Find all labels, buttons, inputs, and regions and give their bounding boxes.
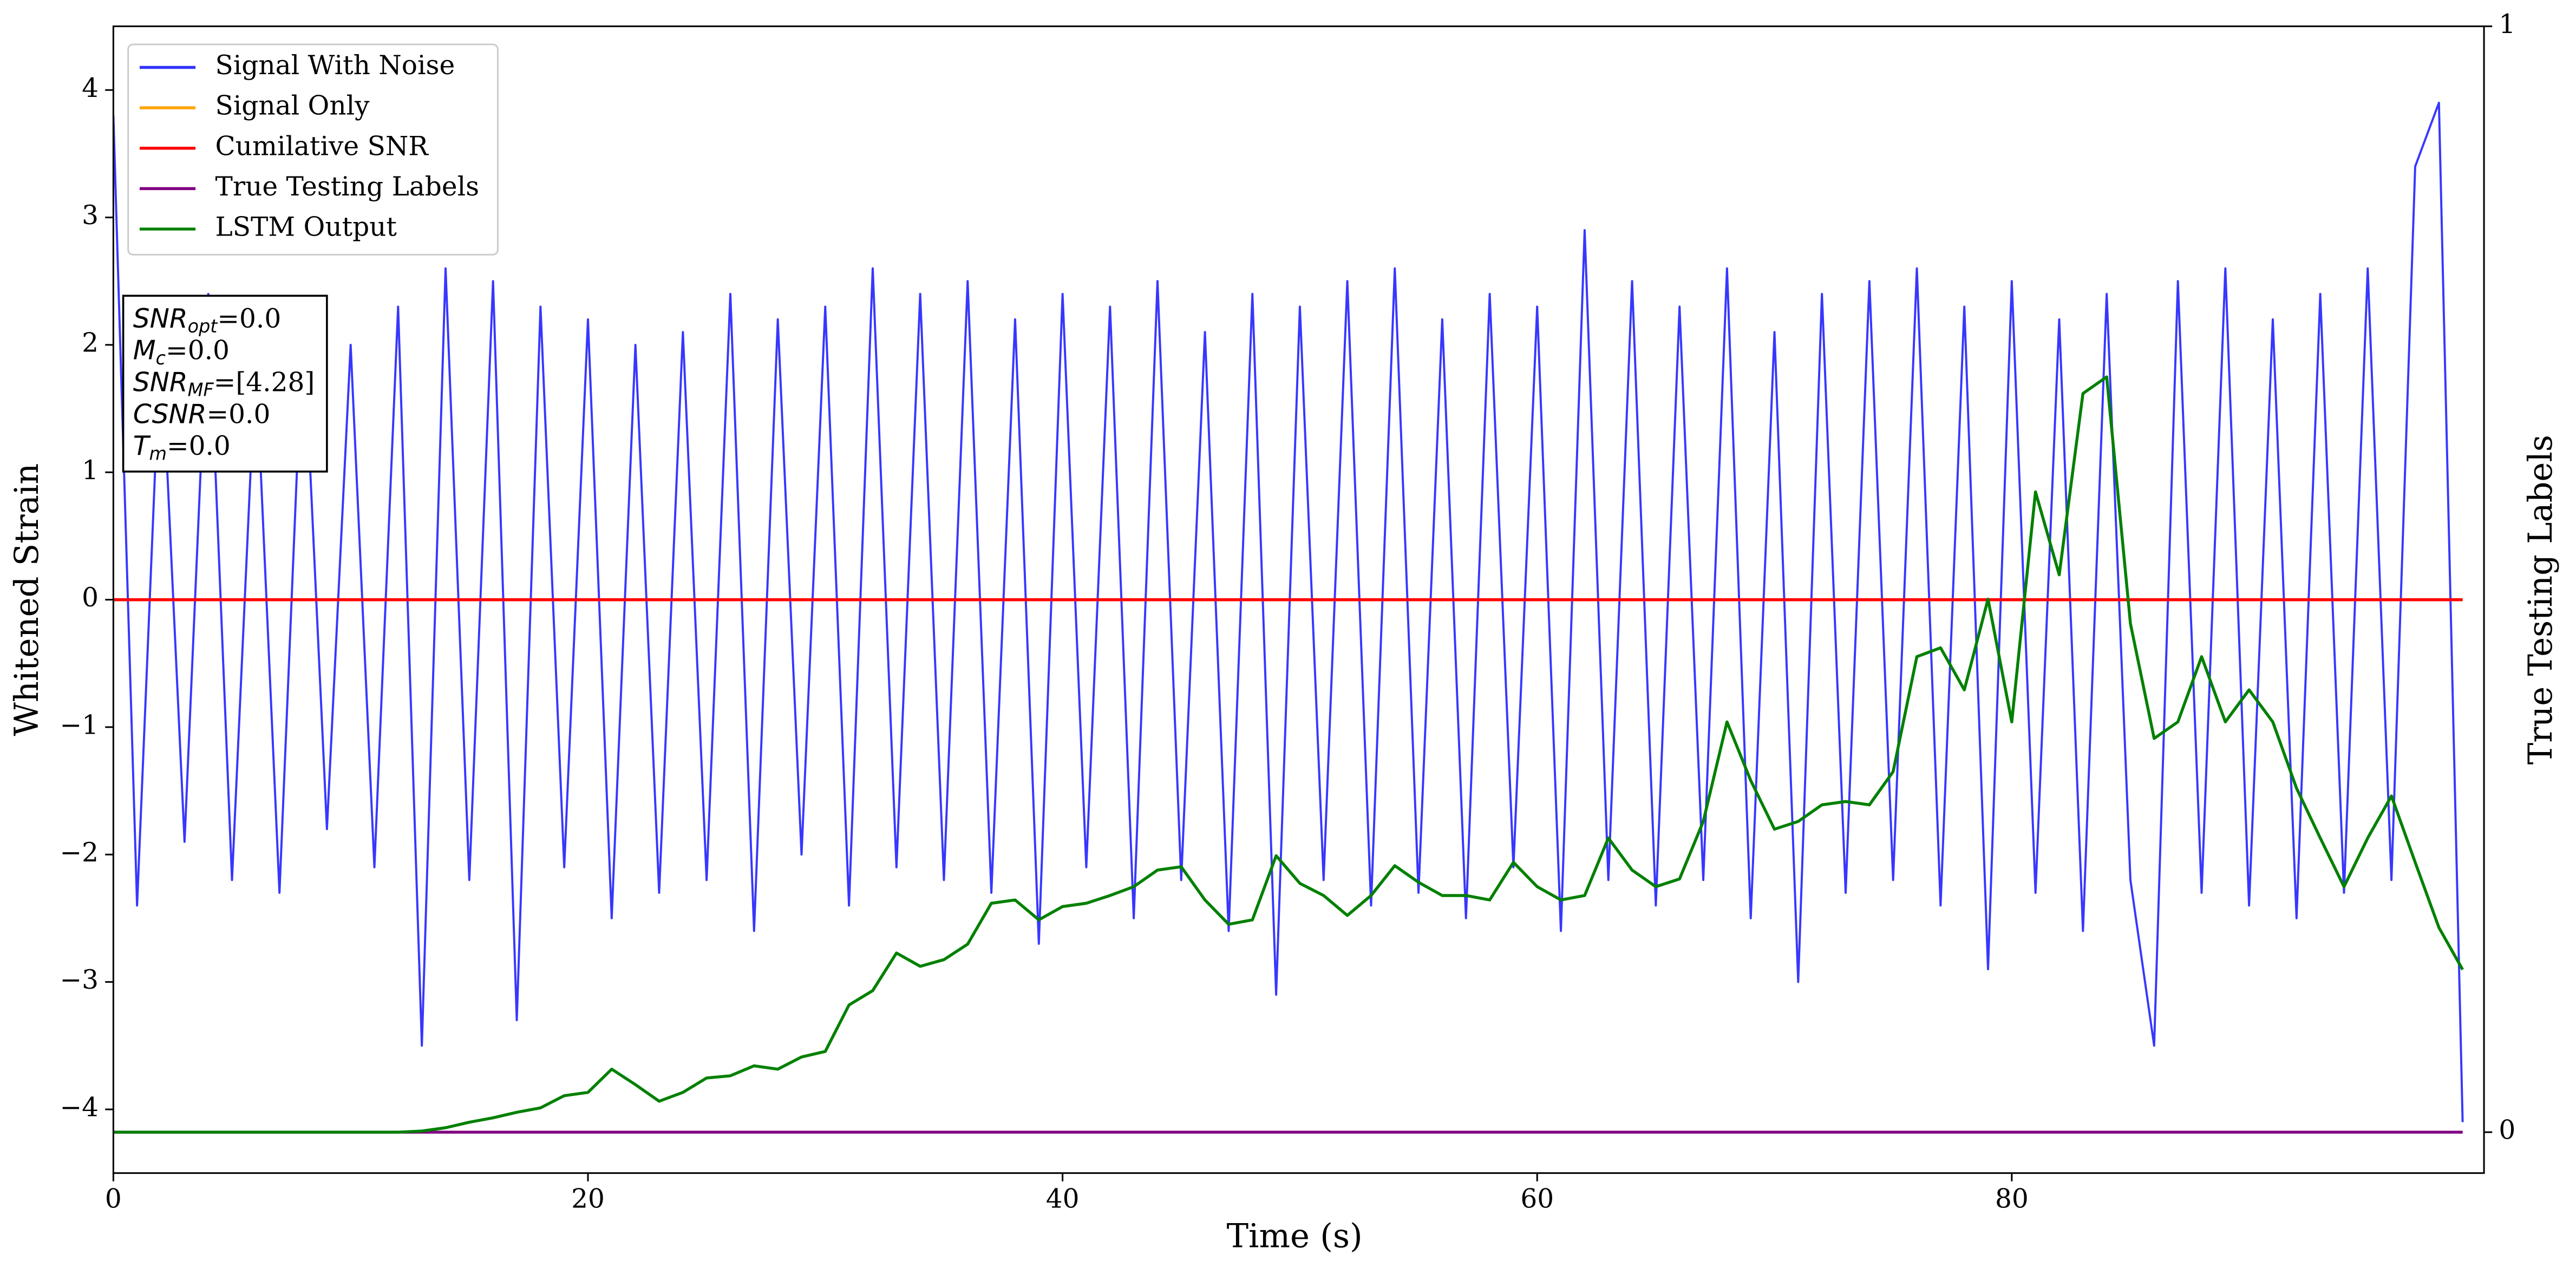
legend-label: LSTM Output (215, 212, 397, 243)
annotation-subscript: m (149, 443, 167, 464)
annotation-text: =0.0 (167, 431, 231, 461)
legend-box (127, 43, 499, 256)
series-line (113, 375, 2464, 1134)
annotation: Mc=0.0 (133, 335, 230, 368)
annotation-symbol: SNR (133, 367, 188, 397)
y-tick-label: 2 (82, 328, 99, 358)
annotation-text: =0.0 (166, 335, 230, 365)
annotation-subscript: c (156, 347, 166, 368)
y-tick-label: −2 (60, 838, 99, 868)
annotation: CSNR=0.0 (133, 399, 271, 430)
y-tick-label: −4 (60, 1092, 99, 1122)
y2-axis-label: True Testing Labels (2522, 435, 2560, 765)
y-tick-label: 4 (82, 73, 99, 103)
annotation: SNRopt=0.0 (133, 303, 281, 336)
y-tick-label: −3 (60, 965, 99, 995)
y2-tick-label: 0 (2499, 1115, 2515, 1146)
y-tick-label: −1 (60, 710, 99, 740)
annotation-symbol: CSNR (133, 399, 207, 429)
x-tick-label: 60 (1520, 1184, 1554, 1214)
legend-label: Cumilative SNR (215, 131, 429, 161)
annotation-frame (122, 295, 328, 473)
y-tick-label: 1 (82, 455, 99, 486)
y-tick-label: 3 (82, 200, 99, 231)
annotation-text: =0.0 (217, 303, 281, 334)
legend: Signal With Noise Signal Only Cumilative S… (127, 43, 499, 256)
legend-label: Signal With Noise (215, 50, 455, 81)
series-line (113, 101, 2464, 1122)
annotation-symbol: T (133, 431, 151, 461)
annotation-text: =[4.28] (214, 367, 315, 397)
annotation-symbol: M (133, 336, 156, 366)
x-tick-label: 80 (1995, 1184, 2029, 1214)
x-tick-label: 40 (1046, 1184, 1080, 1214)
legend-label: Signal Only (215, 91, 370, 121)
y-tick-label: 0 (82, 583, 99, 613)
plot-area (113, 101, 2464, 1134)
annotation: Tm=0.0 (133, 431, 231, 464)
y2-tick-label: 1 (2499, 9, 2515, 40)
x-tick-label: 0 (105, 1184, 122, 1214)
annotation-subscript: opt (188, 315, 219, 336)
legend-label: True Testing Labels (215, 172, 480, 202)
annotation-subscript: MF (188, 379, 214, 400)
annotation-box: SNRopt=0.0Mc=0.0SNRMF=[4.28]CSNR=0.0Tm=0… (122, 295, 328, 473)
annotation-symbol: SNR (133, 304, 188, 334)
x-axis-label: Time (s) (1227, 1218, 1363, 1256)
annotation-text: =0.0 (206, 399, 270, 429)
annotation: SNRMF=[4.28] (133, 367, 315, 400)
y-axis-label: Whitened Strain (8, 463, 46, 736)
x-tick-label: 20 (571, 1184, 605, 1214)
